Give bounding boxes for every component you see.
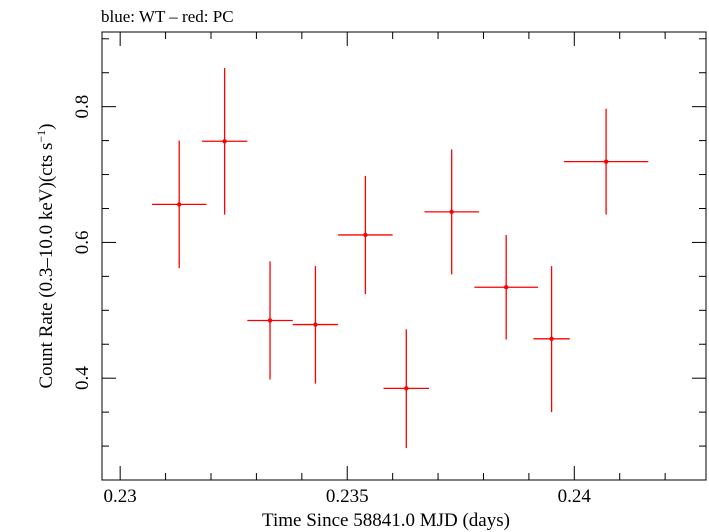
data-point: [474, 234, 538, 340]
point-marker: [177, 202, 182, 207]
y-tick-label: 0.4: [72, 366, 93, 390]
y-axis-label-main: Count Rate (0.3–10.0 keV)(cts s: [36, 143, 57, 389]
data-points: [151, 67, 649, 449]
y-axis-label: Count Rate (0.3–10.0 keV)(cts s−1): [34, 123, 57, 388]
y-tick-label: 0.6: [72, 231, 93, 255]
point-marker: [313, 322, 318, 327]
data-point: [151, 140, 207, 269]
data-point: [201, 67, 248, 215]
y-tick-label: 0.8: [72, 95, 93, 119]
x-tick-label: 0.235: [326, 486, 369, 507]
data-point: [383, 329, 429, 449]
point-marker: [449, 209, 454, 215]
x-axis-ticks: 0.23 0.235 0.24: [104, 32, 666, 507]
x-tick-label: 0.24: [558, 486, 592, 507]
point-marker: [267, 318, 273, 323]
point-marker: [222, 139, 227, 144]
plot-frame: [101, 31, 707, 481]
x-axis-label: Time Since 58841.0 MJD (days): [262, 510, 510, 531]
point-marker: [549, 336, 554, 342]
point-marker: [603, 159, 609, 164]
chart-title: blue: WT – red: PC: [101, 7, 234, 26]
data-point: [424, 149, 479, 275]
y-axis-label-end: ): [36, 123, 57, 129]
data-point: [338, 175, 393, 295]
data-point: [247, 261, 293, 380]
point-marker: [363, 232, 368, 238]
data-point: [563, 108, 649, 215]
data-point: [292, 266, 339, 384]
y-axis-label-superscript: −1: [34, 130, 48, 143]
data-point: [533, 266, 570, 413]
point-marker: [503, 285, 509, 290]
point-marker: [404, 386, 409, 391]
x-tick-label: 0.23: [104, 486, 137, 507]
y-axis-ticks: 0.4 0.6 0.8: [72, 38, 706, 481]
